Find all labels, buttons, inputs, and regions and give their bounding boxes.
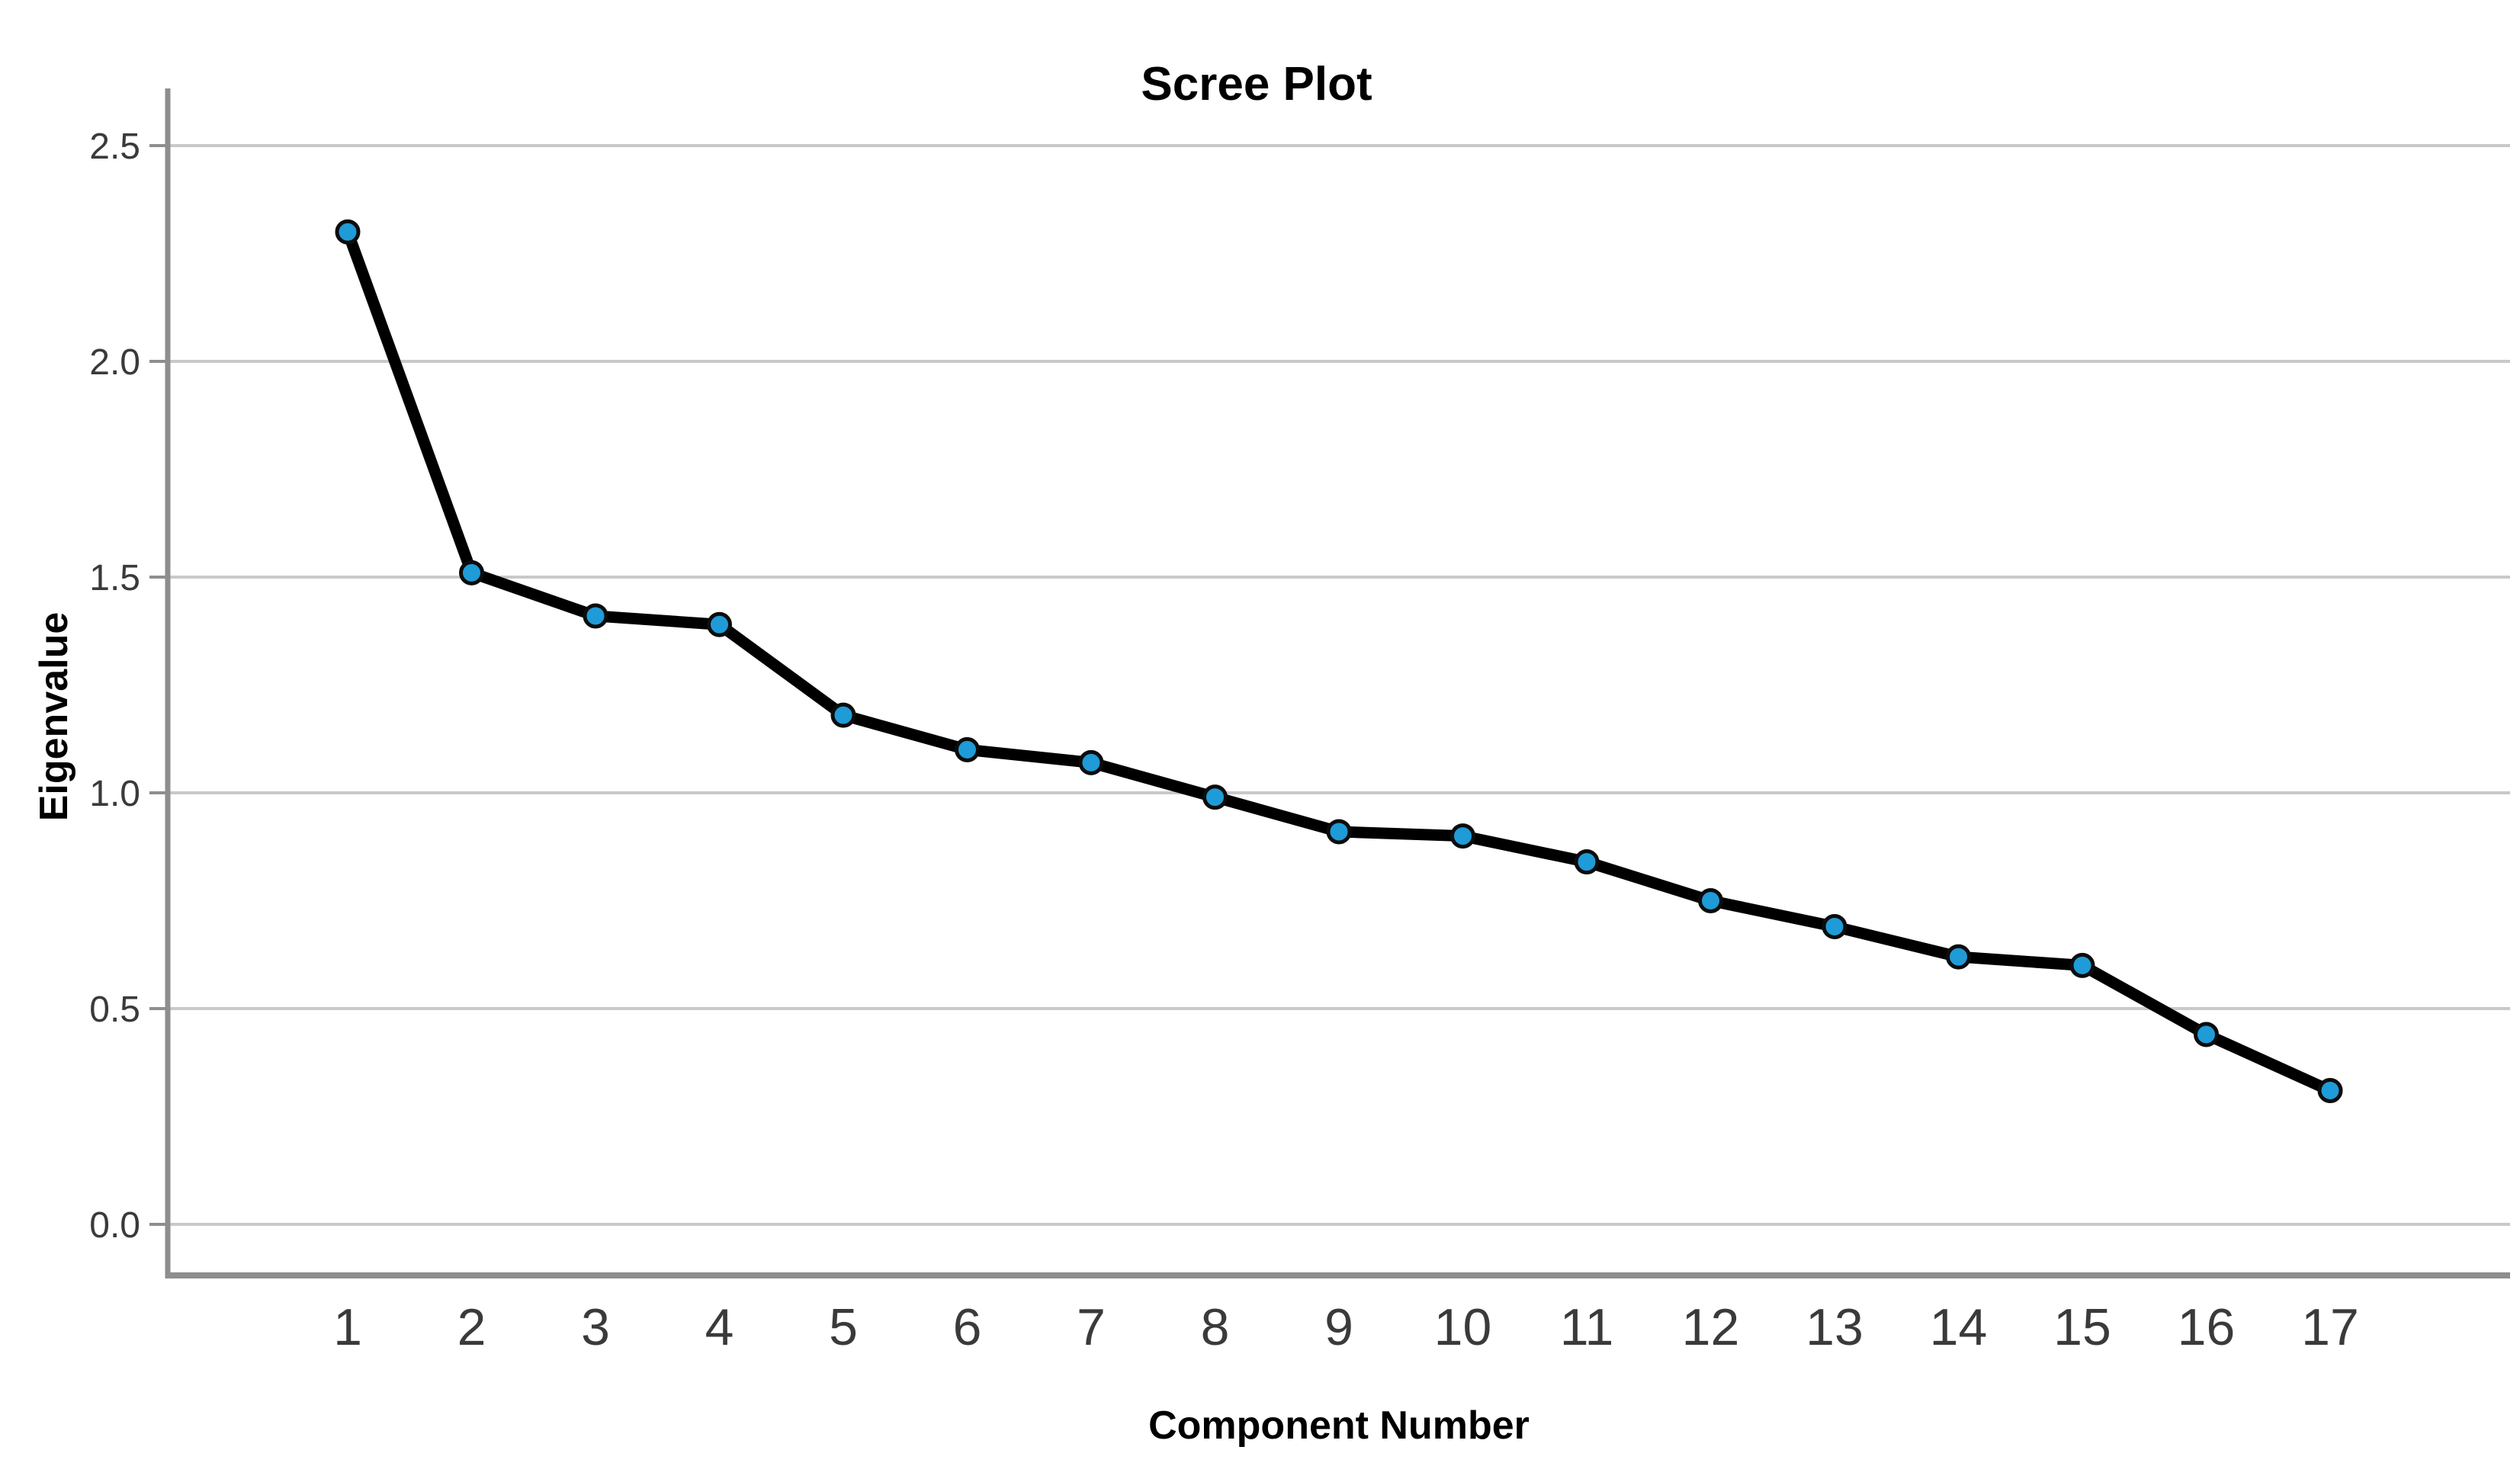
data-point <box>707 611 732 637</box>
y-tick-label: 1.0 <box>89 774 140 814</box>
gridlines <box>168 144 2510 1226</box>
y-tick-label: 2.5 <box>89 127 140 167</box>
data-point <box>1698 888 1723 913</box>
data-point <box>1450 823 1475 849</box>
data-point <box>459 560 484 585</box>
data-series <box>335 219 2343 1104</box>
x-tick-label: 4 <box>705 1298 734 1356</box>
x-tick-label: 11 <box>1560 1298 1614 1356</box>
y-tick-label: 0.0 <box>89 1205 140 1246</box>
data-point <box>1822 913 1847 939</box>
y-axis-tick-labels: 0.0 0.5 1.0 1.5 2.0 2.5 <box>89 127 140 1246</box>
data-point <box>1574 849 1600 875</box>
x-tick-label: 3 <box>581 1298 610 1356</box>
data-point <box>955 736 980 762</box>
x-tick-label: 8 <box>1201 1298 1230 1356</box>
x-tick-label: 7 <box>1077 1298 1106 1356</box>
y-axis-title: Eigenvalue <box>32 612 76 822</box>
data-point <box>1202 784 1228 810</box>
x-tick-label: 14 <box>1930 1298 1988 1356</box>
axes <box>149 88 2510 1278</box>
data-point <box>2069 952 2095 978</box>
y-tick-label: 0.5 <box>89 990 140 1030</box>
x-tick-label: 10 <box>1434 1298 1492 1356</box>
x-tick-label: 17 <box>2301 1298 2359 1356</box>
x-tick-label: 12 <box>1682 1298 1740 1356</box>
data-point <box>335 219 361 245</box>
data-point <box>1078 749 1104 775</box>
x-axis-title: Component Number <box>1148 1403 1530 1448</box>
data-point <box>2317 1078 2343 1104</box>
data-point <box>583 603 608 629</box>
y-tick-label: 1.5 <box>89 558 140 598</box>
data-point <box>1326 819 1352 845</box>
x-tick-label: 9 <box>1324 1298 1353 1356</box>
chart-title: Scree Plot <box>1141 58 1372 111</box>
x-tick-label: 15 <box>2053 1298 2111 1356</box>
x-tick-label: 5 <box>829 1298 858 1356</box>
y-tick-label: 2.0 <box>89 342 140 383</box>
data-point <box>2194 1022 2219 1047</box>
x-tick-label: 6 <box>953 1298 982 1356</box>
data-point <box>830 702 856 728</box>
x-tick-label: 1 <box>333 1298 362 1356</box>
x-axis-tick-labels: 1 2 3 4 5 6 7 8 9 10 11 12 13 14 15 16 17 <box>333 1298 2359 1356</box>
data-point <box>1946 944 1971 970</box>
x-tick-label: 16 <box>2178 1298 2236 1356</box>
x-tick-label: 13 <box>1806 1298 1864 1356</box>
x-tick-label: 2 <box>457 1298 486 1356</box>
